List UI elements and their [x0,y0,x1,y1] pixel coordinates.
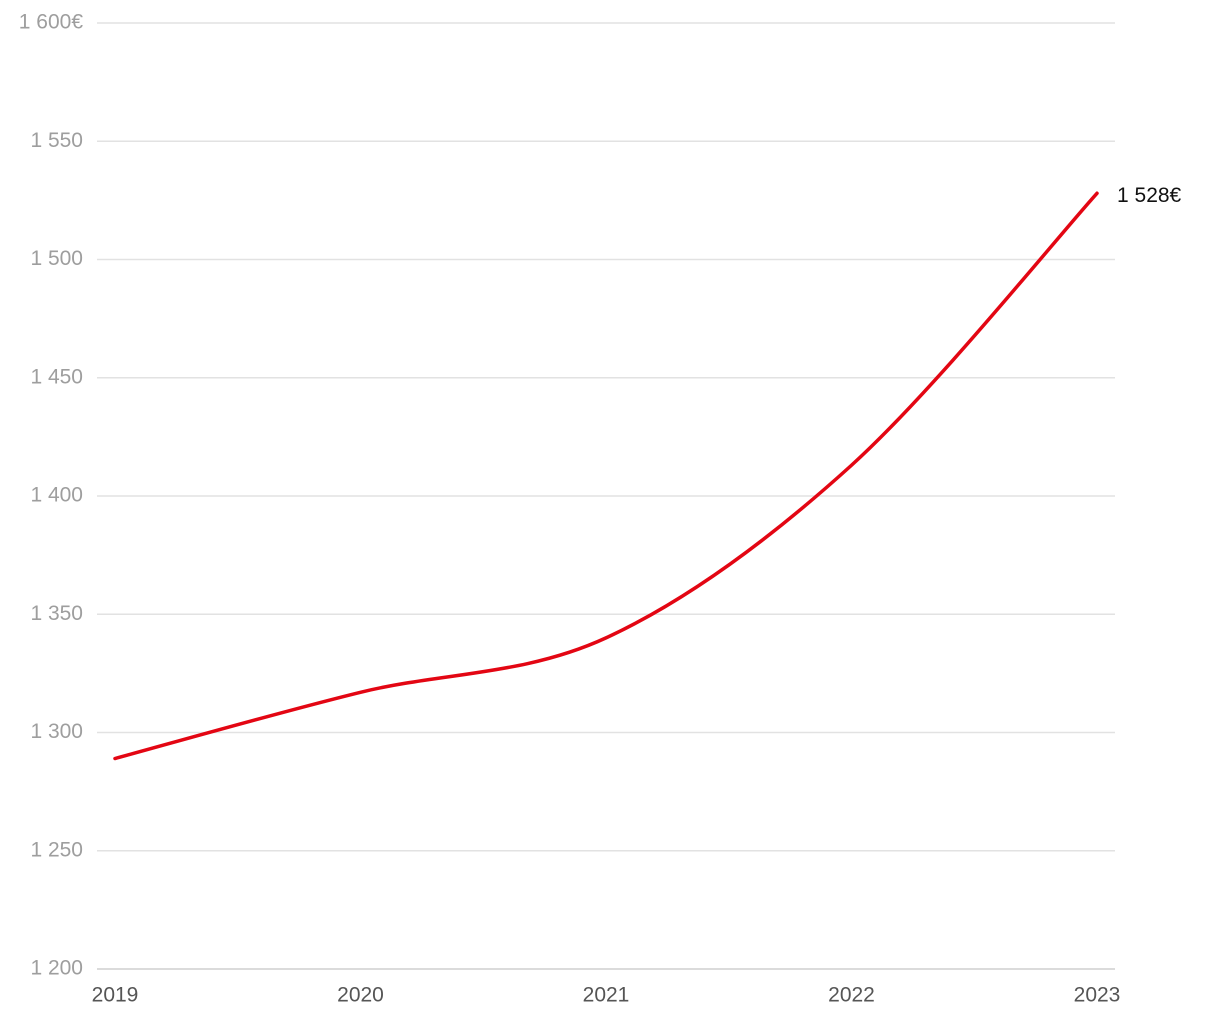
y-tick-label: 1 500 [30,247,83,270]
x-tick-label: 2021 [583,984,630,1007]
y-tick-label: 1 450 [30,365,83,388]
x-tick-label: 2020 [337,984,384,1007]
y-tick-label: 1 350 [30,602,83,625]
y-tick-label: 1 200 [30,957,83,980]
y-tick-label: 1 600€ [19,11,84,34]
x-tick-label: 2023 [1074,984,1121,1007]
y-tick-label: 1 300 [30,720,83,743]
value-label: 1 528€ [1117,184,1182,207]
x-tick-label: 2019 [92,984,139,1007]
x-tick-label: 2022 [828,984,875,1007]
y-tick-label: 1 250 [30,838,83,861]
y-tick-label: 1 400 [30,484,83,507]
line [113,191,1099,761]
y-tick-label: 1 550 [30,129,83,152]
